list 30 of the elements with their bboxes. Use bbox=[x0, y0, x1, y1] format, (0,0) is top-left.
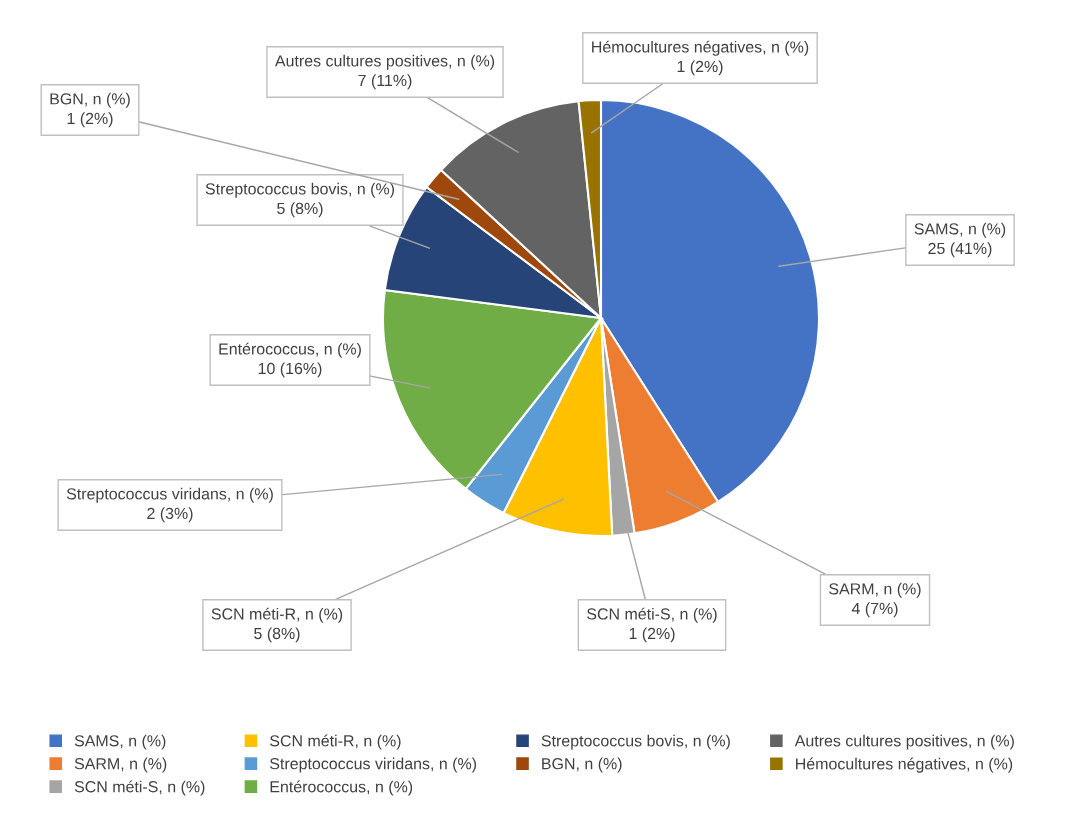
slice-label: Streptococcus bovis, n (%) bbox=[205, 182, 394, 198]
legend-label: Autres cultures positives, n (%) bbox=[794, 734, 1014, 750]
legend-label: Hémocultures négatives, n (%) bbox=[796, 757, 1013, 773]
data-label: 10 (16%) bbox=[258, 362, 322, 378]
data-label: 2 (3%) bbox=[147, 507, 193, 523]
legend-label: Streptococcus viridans, n (%) bbox=[270, 757, 477, 773]
data-label: 25 (41%) bbox=[928, 242, 992, 258]
slice-label: Autres cultures positives, n (%) bbox=[274, 54, 495, 70]
data-label: 5 (8%) bbox=[277, 202, 323, 218]
legend-label: Entérococcus, n (%) bbox=[270, 780, 413, 796]
slice-label: Streptococcus viridans, n (%) bbox=[66, 487, 273, 503]
slice-label: SCN méti-S, n (%) bbox=[587, 607, 717, 623]
legend-label: Streptococcus bovis, n (%) bbox=[541, 734, 730, 750]
slice-label: Hémocultures négatives, n (%) bbox=[592, 40, 809, 56]
slice-label: SCN méti-R, n (%) bbox=[211, 607, 343, 623]
data-label: 5 (8%) bbox=[254, 627, 300, 643]
slice-label: BGN, n (%) bbox=[50, 92, 130, 108]
data-label: 1 (2%) bbox=[677, 60, 723, 76]
data-label: 7 (11%) bbox=[358, 74, 412, 90]
slice-label: SAMS, n (%) bbox=[914, 222, 1006, 238]
data-label: 4 (7%) bbox=[851, 602, 898, 618]
slice-label: SARM, n (%) bbox=[829, 582, 921, 598]
legend-label: BGN, n (%) bbox=[542, 757, 622, 773]
data-label: 1 (2%) bbox=[67, 112, 113, 128]
data-label: 1 (2%) bbox=[629, 627, 675, 643]
legend-label: SCN méti-S, n (%) bbox=[74, 780, 205, 796]
legend-label: SCN méti-R, n (%) bbox=[270, 734, 401, 750]
legend-label: SAMS, n (%) bbox=[74, 734, 166, 750]
legend-label: SARM, n (%) bbox=[74, 757, 167, 773]
slice-label: Entérococcus, n (%) bbox=[219, 342, 361, 358]
